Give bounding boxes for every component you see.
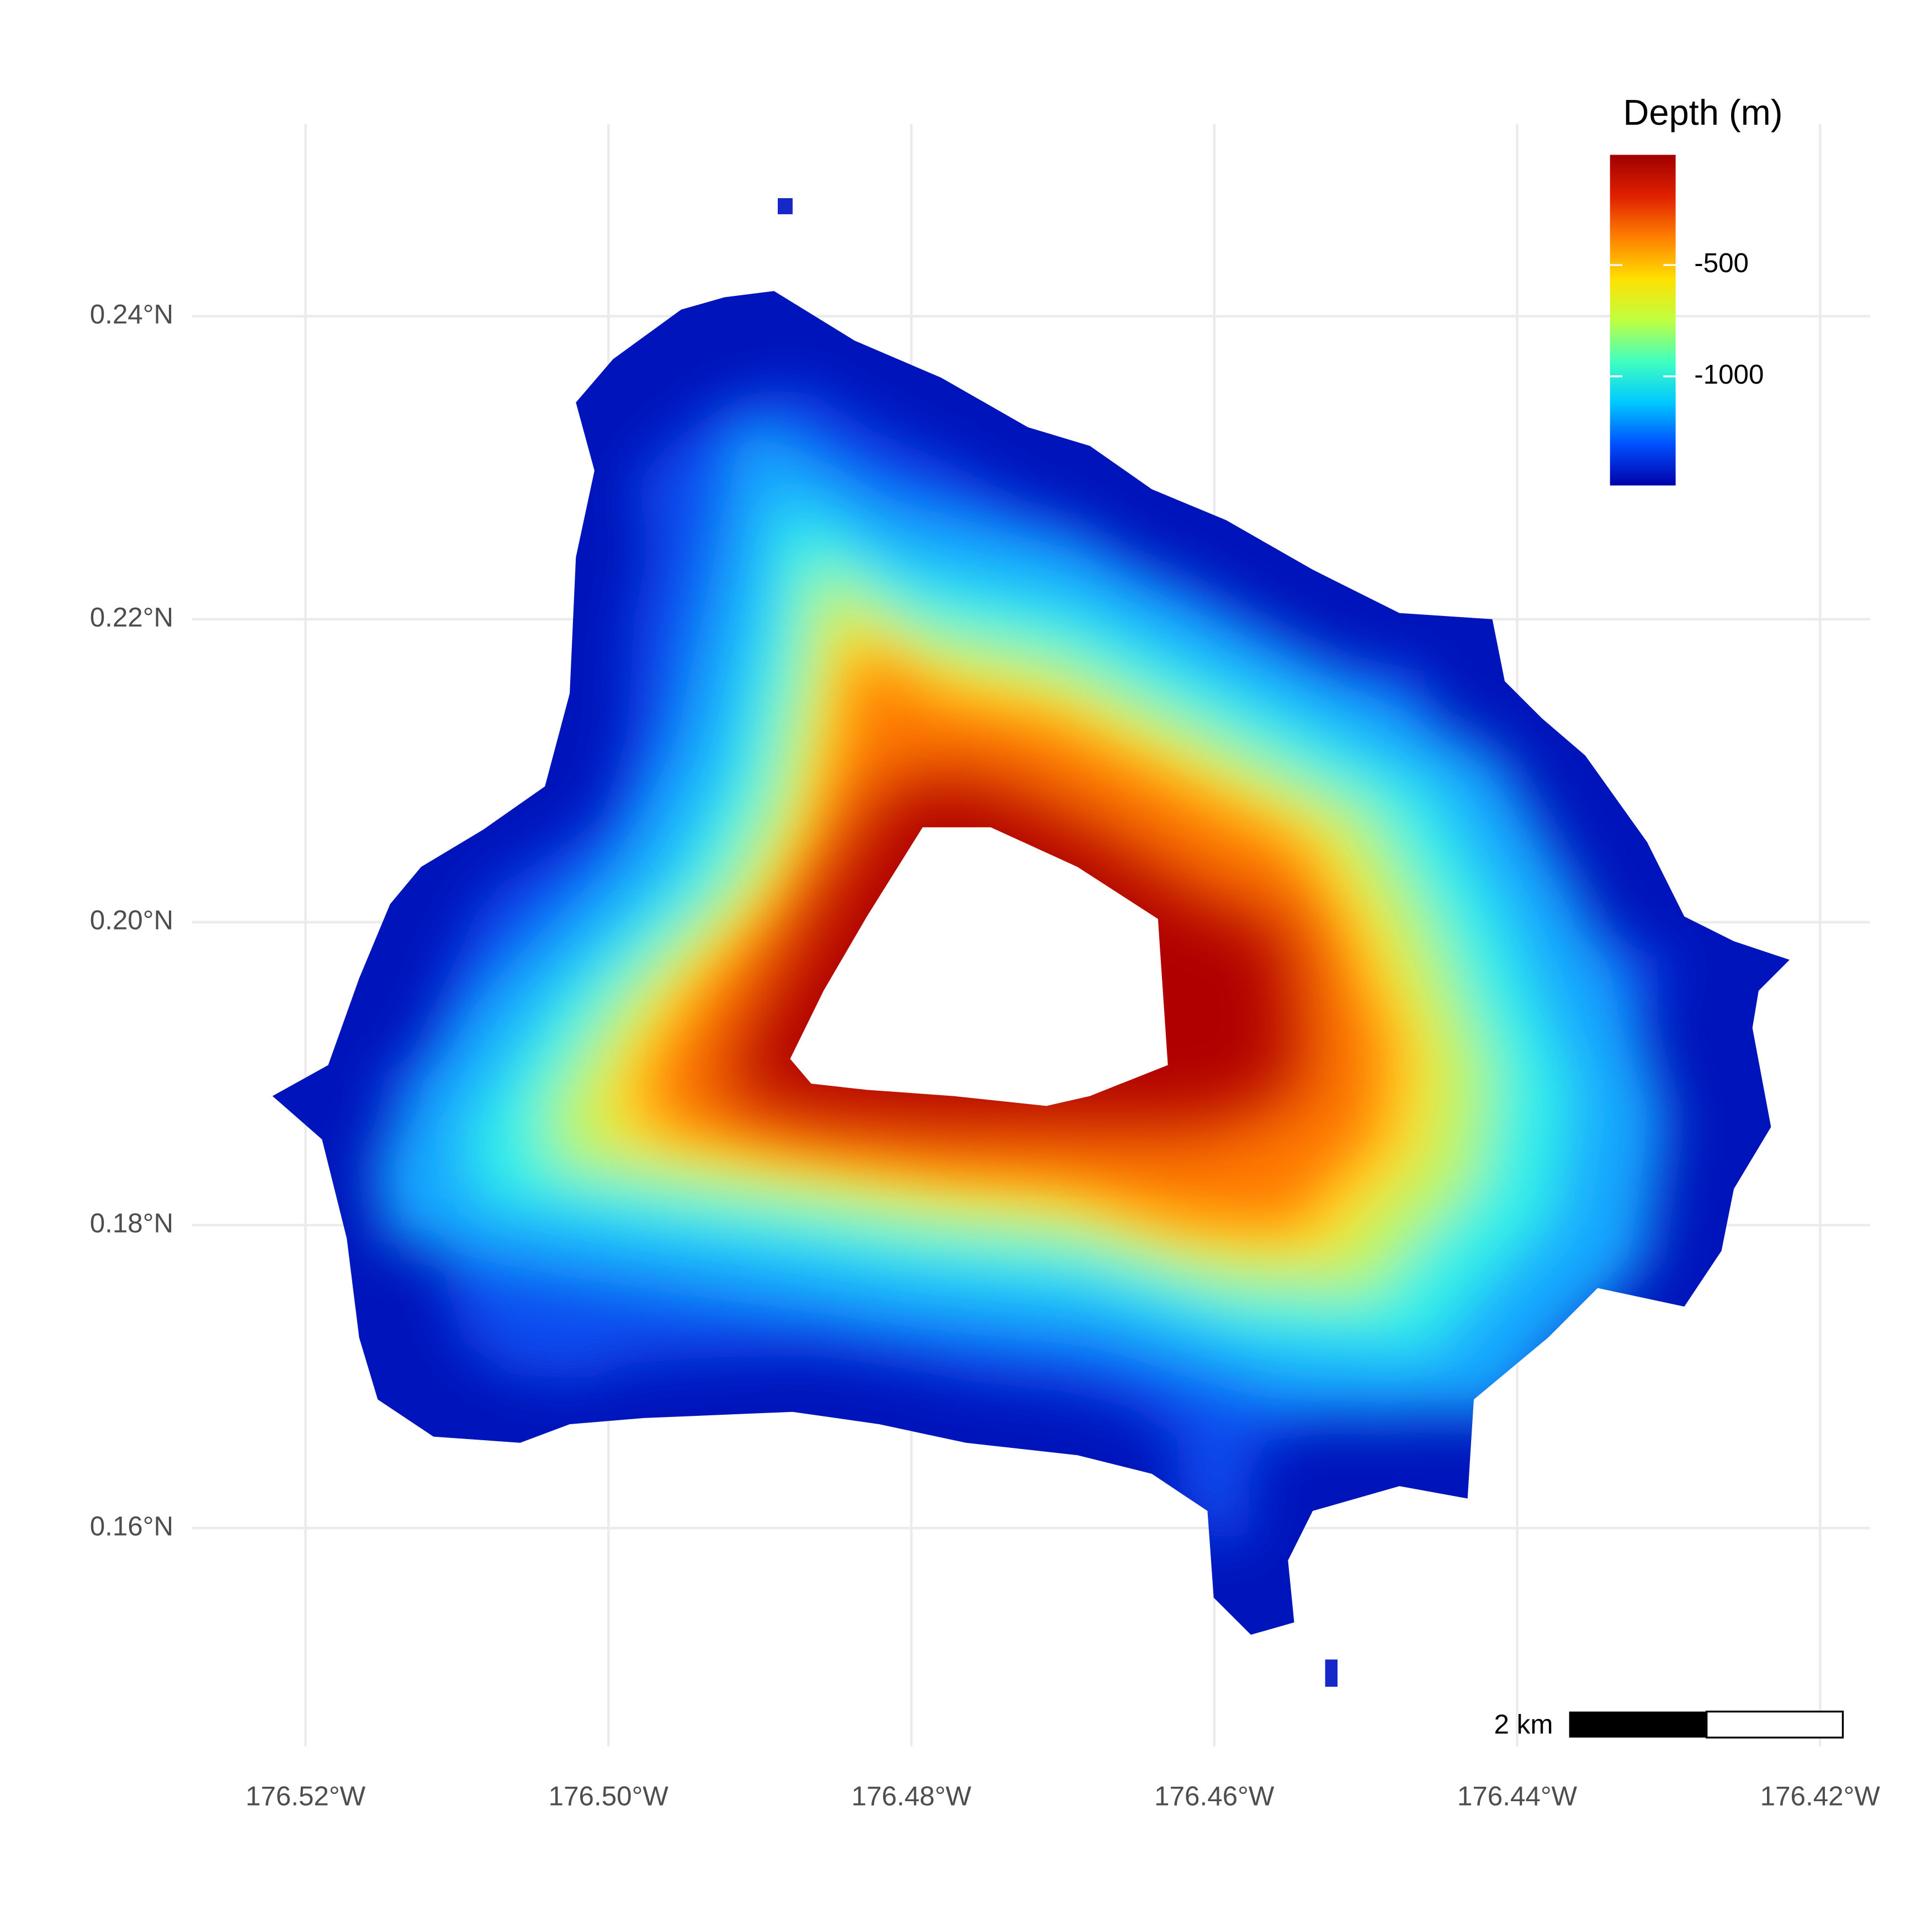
y-tick-label: 0.24°N bbox=[90, 299, 173, 330]
x-tick-label: 176.44°W bbox=[1457, 1781, 1578, 1812]
islet bbox=[777, 198, 793, 215]
y-tick-label: 0.20°N bbox=[90, 905, 173, 936]
x-tick-label: 176.48°W bbox=[851, 1781, 972, 1812]
bathymetry-raster bbox=[272, 198, 1790, 1687]
x-tick-label: 176.46°W bbox=[1154, 1781, 1275, 1812]
x-tick-label: 176.42°W bbox=[1760, 1781, 1881, 1812]
y-tick-label: 0.16°N bbox=[90, 1511, 173, 1541]
y-tick-label: 0.18°N bbox=[90, 1208, 173, 1238]
no-data-hole bbox=[790, 827, 1168, 1106]
legend-title: Depth (m) bbox=[1623, 92, 1782, 132]
x-tick-label: 176.52°W bbox=[246, 1781, 366, 1812]
scale-bar-segment bbox=[1705, 1710, 1844, 1739]
scale-bar: 2 km bbox=[1494, 1710, 1844, 1740]
colorbar bbox=[1610, 155, 1676, 486]
colorbar-label: -500 bbox=[1694, 248, 1749, 278]
islet bbox=[1325, 1659, 1338, 1687]
x-tick-label: 176.50°W bbox=[549, 1781, 669, 1812]
scale-bar-segment bbox=[1569, 1711, 1707, 1738]
scale-bar-label: 2 km bbox=[1494, 1710, 1553, 1740]
colorbar-label: -1000 bbox=[1694, 359, 1764, 390]
y-tick-label: 0.22°N bbox=[90, 602, 173, 633]
